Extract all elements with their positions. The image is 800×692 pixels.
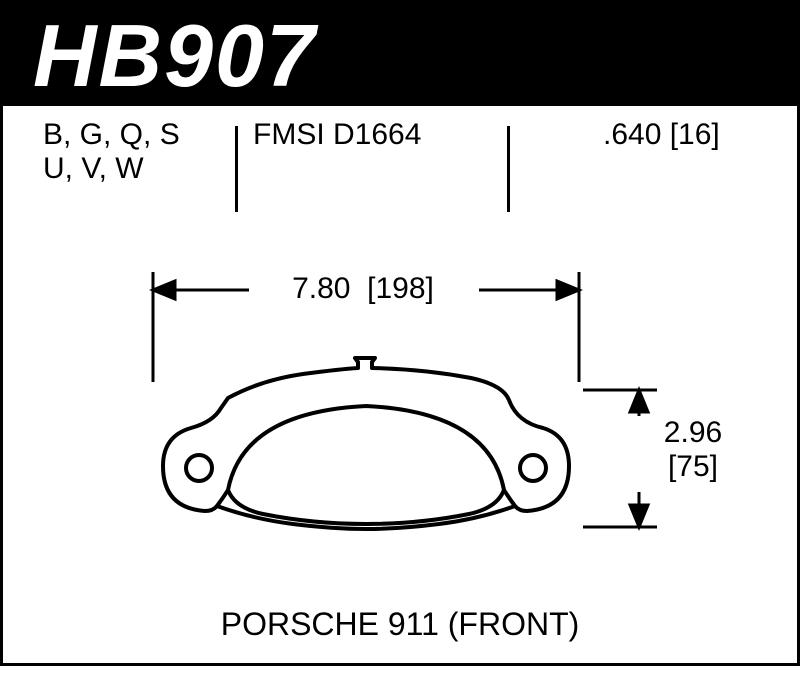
content-area: B, G, Q, S U, V, W FMSI D1664 .640 [16] … [0, 106, 800, 666]
product-name: PORSCHE 911 (FRONT) [3, 606, 797, 643]
brake-pad-outline [3, 106, 800, 666]
part-number: HB907 [33, 6, 317, 105]
diagram-frame: HB907 B, G, Q, S U, V, W FMSI D1664 .640… [0, 0, 800, 692]
header-bar: HB907 [0, 0, 800, 106]
product-name-text: PORSCHE 911 (FRONT) [221, 606, 580, 642]
